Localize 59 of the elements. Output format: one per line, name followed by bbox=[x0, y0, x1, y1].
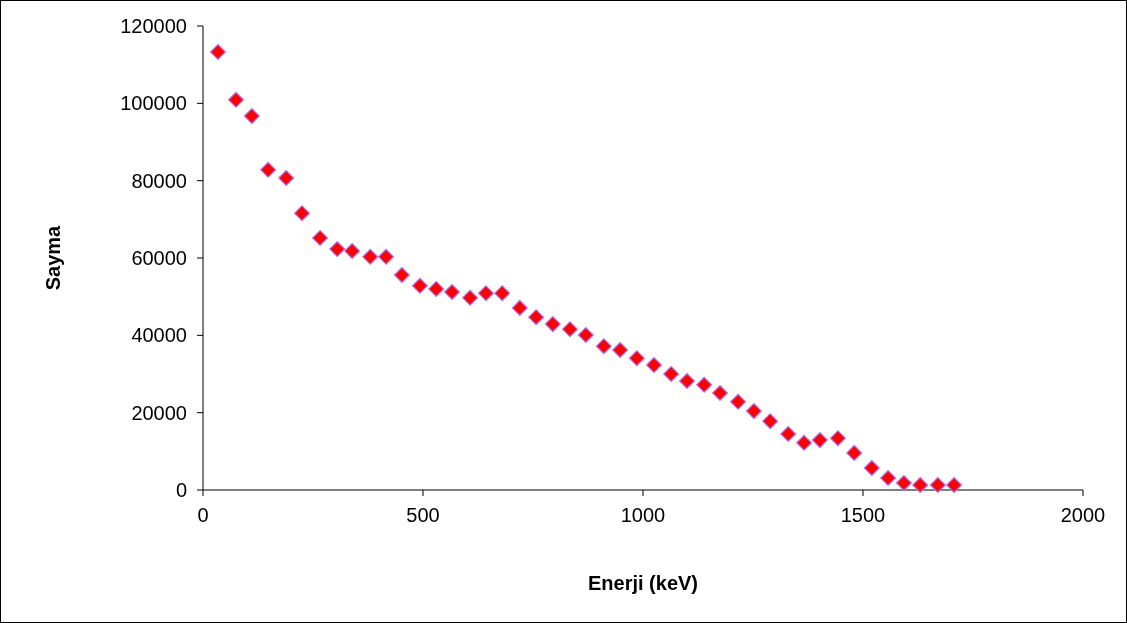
point bbox=[293, 205, 311, 222]
point bbox=[329, 241, 346, 258]
point bbox=[577, 326, 594, 343]
x-tick-label: 1500 bbox=[840, 504, 886, 526]
point bbox=[780, 425, 797, 442]
point bbox=[278, 169, 295, 186]
point bbox=[846, 444, 863, 461]
point bbox=[378, 248, 395, 265]
point bbox=[745, 403, 762, 420]
y-axis-title: Sayma bbox=[42, 224, 64, 291]
point bbox=[946, 476, 963, 493]
point bbox=[260, 161, 277, 178]
point bbox=[362, 248, 379, 265]
point bbox=[595, 338, 612, 355]
x-tick-label: 2000 bbox=[1060, 504, 1106, 526]
point bbox=[730, 393, 747, 410]
point bbox=[811, 432, 828, 449]
point bbox=[880, 470, 897, 487]
point bbox=[227, 91, 245, 108]
point bbox=[444, 284, 461, 301]
y-tick-label: 40000 bbox=[131, 324, 187, 347]
point bbox=[209, 43, 226, 60]
point bbox=[477, 285, 494, 302]
point bbox=[895, 475, 912, 492]
x-axis-title: Enerji (keV) bbox=[587, 572, 699, 594]
y-tick-label: 20000 bbox=[131, 401, 187, 424]
point bbox=[612, 342, 629, 359]
point bbox=[628, 350, 645, 367]
point bbox=[528, 309, 545, 326]
y-tick-label: 80000 bbox=[131, 169, 187, 192]
x-tick-label: 500 bbox=[406, 504, 440, 526]
point bbox=[344, 243, 361, 260]
point bbox=[929, 476, 946, 493]
point bbox=[462, 289, 479, 306]
point bbox=[696, 376, 713, 393]
point bbox=[494, 285, 511, 302]
y-tick-label: 100000 bbox=[120, 92, 187, 115]
x-tick-label: 1000 bbox=[620, 504, 666, 526]
point bbox=[511, 299, 528, 316]
point bbox=[678, 372, 696, 389]
point bbox=[411, 277, 428, 294]
point bbox=[312, 229, 329, 246]
point bbox=[393, 267, 410, 284]
point bbox=[762, 413, 779, 430]
point bbox=[645, 357, 663, 374]
point bbox=[243, 108, 260, 125]
point bbox=[796, 434, 813, 451]
point bbox=[863, 459, 880, 476]
point bbox=[912, 476, 929, 493]
x-tick-label: 0 bbox=[197, 504, 209, 526]
point bbox=[544, 316, 561, 333]
y-tick-label: 120000 bbox=[120, 15, 187, 37]
point bbox=[829, 430, 846, 447]
point bbox=[428, 280, 445, 297]
point bbox=[561, 321, 578, 338]
y-tick-label: 60000 bbox=[131, 247, 187, 269]
point bbox=[663, 365, 680, 383]
point bbox=[711, 384, 729, 401]
y-tick-label: 0 bbox=[175, 479, 187, 501]
